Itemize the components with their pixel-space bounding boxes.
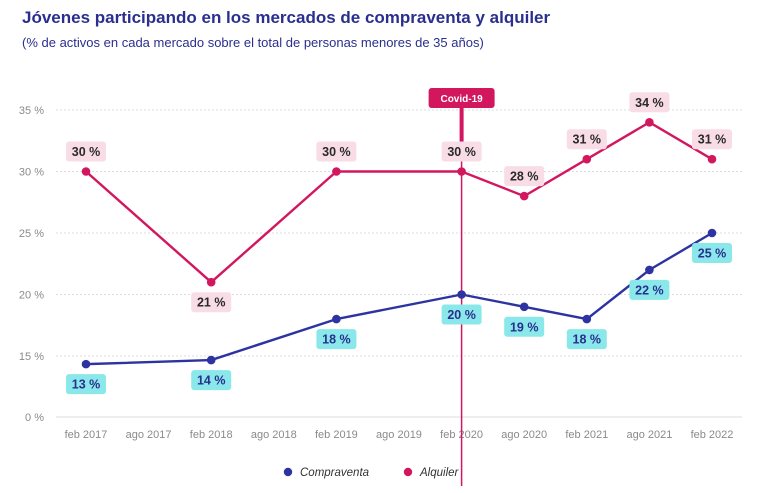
grid-lines [56,109,742,418]
x-axis: feb 2017 ago 2017 feb 2018 ago 2018 feb 2019… [65,429,734,441]
data-label-bg [692,129,732,150]
data-label-bg [504,316,545,337]
data-label-bg [441,304,482,325]
covid-annotation: Covid-19 [428,88,495,486]
series-group [81,118,717,369]
y-tick-label: 30 % [19,167,44,179]
legend: Compraventa Alquiler [283,467,460,479]
data-label-bg [566,329,607,350]
y-tick-label: 20 % [19,290,44,302]
data-label-bg [316,141,357,162]
covid-label-box [428,88,495,108]
data-label: 30 % [322,145,351,159]
legend-marker [283,467,293,477]
x-tick-label: feb 2018 [190,429,233,441]
data-point [645,118,654,127]
legend-label: Alquiler [419,467,460,479]
data-label-bg [191,370,232,391]
data-labels: 13 % 14 % 18 % 20 % 19 % 18 % 22 % 25 % 30 % 21 %… [66,92,732,395]
chart-subtitle: (% de activos en cada mercado sobre el t… [22,35,484,50]
y-tick-label: 0 % [25,412,44,424]
data-point [332,167,341,176]
data-label: 28 % [510,170,539,184]
data-point [457,167,466,176]
x-tick-label: ago 2020 [501,429,547,441]
data-label: 31 % [698,133,727,147]
data-point [519,191,529,201]
data-point [206,277,216,287]
data-label-bg [692,243,732,263]
data-label: 14 % [197,374,226,388]
data-label-bg [629,92,670,113]
series-line-compraventa [85,231,713,366]
data-label-bg [566,129,607,150]
data-point [582,314,592,324]
data-label-bg [191,292,232,313]
data-point [707,154,717,164]
x-tick-label: feb 2022 [691,429,734,441]
data-label: 31 % [573,133,602,147]
data-label-bg [629,279,670,300]
data-label: 25 % [698,247,727,261]
series-line-alquiler [85,121,713,284]
data-label-bg [504,166,545,187]
data-point [81,359,91,369]
data-label: 20 % [447,308,476,322]
data-label: 19 % [510,320,539,334]
data-point [81,167,91,176]
data-label-bg [66,374,106,395]
data-label: 30 % [447,145,476,159]
y-axis: 0 % 15 % 20 % 25 % 30 % 35 % [19,105,44,424]
data-label: 13 % [72,378,101,392]
data-point [645,265,654,275]
x-tick-label: ago 2017 [126,429,172,441]
data-label-bg [66,141,106,162]
data-label: 22 % [635,283,664,297]
data-point [519,302,529,312]
data-point [457,290,466,299]
data-point [582,154,592,164]
data-point [707,228,717,238]
data-label: 18 % [573,333,602,347]
y-tick-label: 25 % [19,228,44,240]
y-tick-label: 35 % [19,105,44,117]
x-tick-label: feb 2021 [565,429,608,441]
x-tick-label: feb 2019 [315,429,358,441]
x-tick-label: ago 2018 [251,429,297,441]
y-tick-label: 15 % [19,351,44,363]
data-label-bg [316,329,357,350]
x-tick-label: ago 2019 [376,429,422,441]
data-label: 30 % [72,145,101,159]
data-point [332,314,341,324]
data-label: 21 % [197,296,226,310]
x-tick-label: ago 2021 [626,429,672,441]
data-point [206,355,216,365]
x-tick-label: feb 2017 [65,429,108,441]
legend-label: Compraventa [300,467,369,479]
data-label: 18 % [322,333,351,347]
data-label: 34 % [635,96,664,110]
covid-label: Covid-19 [440,94,483,105]
legend-marker [403,467,413,477]
chart-title: Jóvenes participando en los mercados de … [22,8,551,27]
data-label-bg [441,141,482,162]
